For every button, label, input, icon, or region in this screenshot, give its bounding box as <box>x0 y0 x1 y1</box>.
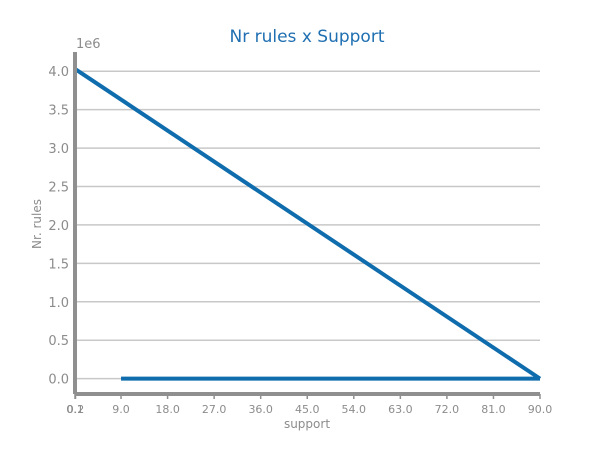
y-tick-label: 4.0 <box>48 65 69 80</box>
x-tick-label: 0.2 <box>67 403 85 416</box>
y-tick-label: 2.0 <box>48 219 69 234</box>
x-tick-label: 36.0 <box>248 403 273 416</box>
y-axis-offset-label: 1e6 <box>76 37 101 52</box>
x-tick-label: 18.0 <box>155 403 180 416</box>
series-line-1 <box>73 67 542 381</box>
x-axis-label: support <box>284 417 330 431</box>
series-lines <box>73 67 542 381</box>
x-tick-label: 9.0 <box>112 403 130 416</box>
x-tick-label: 90.0 <box>528 403 553 416</box>
x-tick-label: 45.0 <box>295 403 320 416</box>
chart-title: Nr rules x Support <box>230 27 385 47</box>
x-tick-label: 27.0 <box>202 403 227 416</box>
x-tick-label: 81.0 <box>481 403 506 416</box>
y-tick-label: 3.5 <box>48 104 69 119</box>
axes <box>73 52 541 399</box>
y-tick-label: 1.0 <box>48 296 69 311</box>
tick-labels: 0.0 0.5 1.0 1.5 2.0 2.5 3.0 3.5 4.0 0.10.2 9.0 18.0… <box>48 65 552 416</box>
x-tick-label: 72.0 <box>435 403 460 416</box>
y-tick-label: 0.0 <box>48 373 69 388</box>
x-tick-label: 54.0 <box>342 403 367 416</box>
y-tick-label: 0.5 <box>48 334 69 349</box>
x-tick-label: 63.0 <box>388 403 413 416</box>
y-tick-label: 1.5 <box>48 257 69 272</box>
y-axis-label: Nr. rules <box>30 199 44 249</box>
y-tick-label: 3.0 <box>48 142 69 157</box>
x-tick-label: 0.1 <box>66 403 84 416</box>
y-tick-label: 2.5 <box>48 180 69 195</box>
